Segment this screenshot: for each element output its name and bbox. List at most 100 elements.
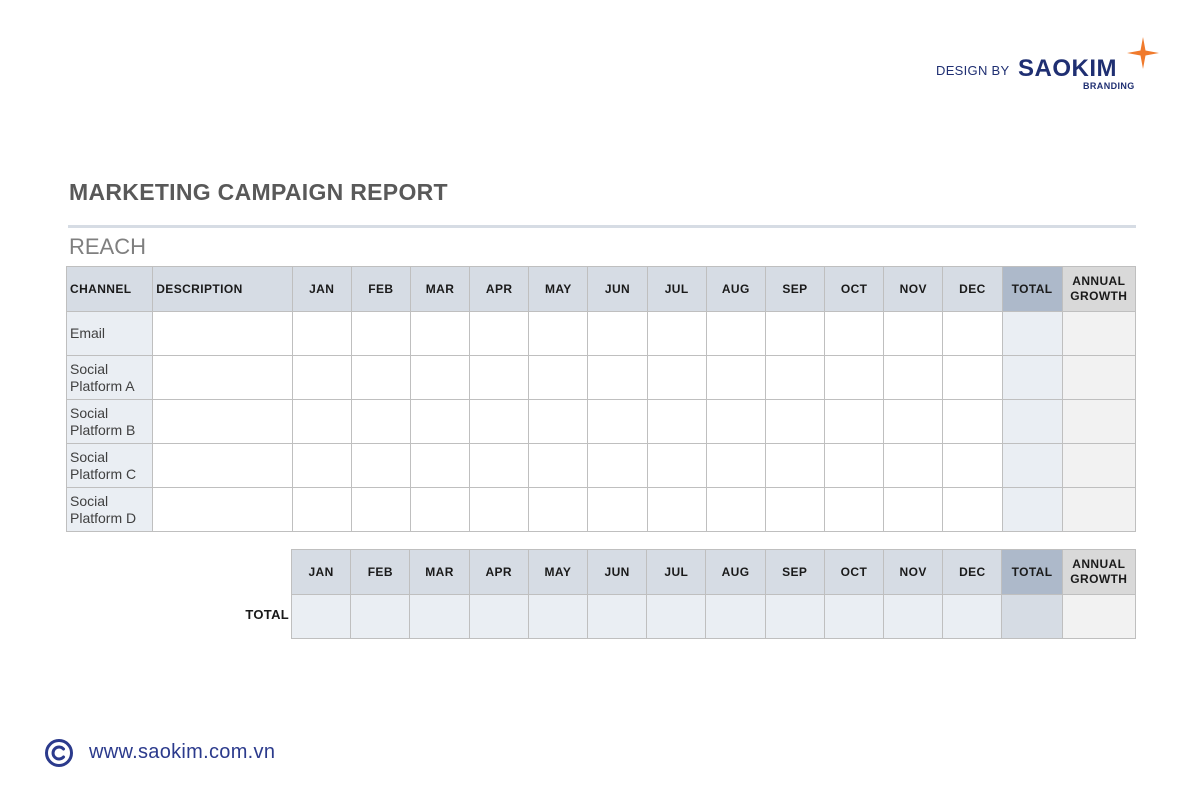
month-cell[interactable]: [764, 487, 826, 532]
month-cell[interactable]: [587, 355, 648, 400]
month-total-cell[interactable]: [764, 594, 825, 639]
month-total-cell[interactable]: [290, 594, 352, 639]
header-cell: OCT: [824, 266, 885, 312]
table-row: Social Platform A: [65, 355, 1137, 400]
month-total-cell[interactable]: [409, 594, 470, 639]
row-total-cell[interactable]: [1001, 399, 1063, 444]
annual-growth-cell[interactable]: [1061, 311, 1137, 356]
month-cell[interactable]: [409, 399, 471, 444]
month-cell[interactable]: [587, 487, 648, 532]
month-cell[interactable]: [942, 443, 1003, 488]
header-cell: TOTAL: [1001, 266, 1063, 312]
month-cell[interactable]: [409, 487, 471, 532]
website-link[interactable]: www.saokim.com.vn: [89, 741, 276, 763]
month-cell[interactable]: [350, 399, 411, 444]
month-cell[interactable]: [469, 355, 530, 400]
month-cell[interactable]: [409, 355, 471, 400]
month-total-cell[interactable]: [527, 594, 589, 639]
month-cell[interactable]: [291, 487, 352, 532]
month-cell[interactable]: [528, 311, 589, 356]
month-total-cell[interactable]: [823, 594, 885, 639]
month-cell[interactable]: [587, 311, 648, 356]
row-total-cell[interactable]: [1001, 355, 1063, 400]
description-cell[interactable]: [152, 311, 293, 356]
month-cell[interactable]: [646, 443, 707, 488]
description-cell[interactable]: [152, 443, 293, 488]
month-cell[interactable]: [764, 443, 826, 488]
month-cell[interactable]: [646, 355, 707, 400]
reach-header-row: CHANNEL DESCRIPTION JAN FEB MAR APR MAY …: [65, 266, 1137, 312]
month-cell[interactable]: [824, 399, 885, 444]
month-cell[interactable]: [705, 487, 766, 532]
month-cell[interactable]: [824, 311, 885, 356]
month-total-cell[interactable]: [646, 594, 707, 639]
month-cell[interactable]: [764, 311, 826, 356]
month-cell[interactable]: [705, 355, 766, 400]
month-cell[interactable]: [291, 443, 352, 488]
month-total-cell[interactable]: [942, 594, 1003, 639]
month-cell[interactable]: [883, 399, 944, 444]
month-cell[interactable]: [883, 443, 944, 488]
month-cell[interactable]: [587, 399, 648, 444]
month-cell[interactable]: [587, 443, 648, 488]
description-cell[interactable]: [152, 399, 293, 444]
month-cell[interactable]: [646, 487, 707, 532]
month-cell[interactable]: [824, 355, 885, 400]
annual-growth-cell[interactable]: [1061, 443, 1137, 488]
month-cell[interactable]: [824, 443, 885, 488]
header-cell: APR: [468, 549, 529, 595]
month-cell[interactable]: [883, 355, 944, 400]
month-total-cell[interactable]: [350, 594, 411, 639]
month-cell[interactable]: [350, 443, 411, 488]
month-cell[interactable]: [824, 487, 885, 532]
month-cell[interactable]: [291, 399, 352, 444]
brand-logo: DESIGN BY SAOKIM BRANDING: [936, 37, 1166, 94]
month-cell[interactable]: [646, 311, 707, 356]
page-title: MARKETING CAMPAIGN REPORT: [69, 179, 448, 205]
month-total-cell[interactable]: [883, 594, 944, 639]
annual-growth-cell[interactable]: [1061, 594, 1137, 639]
month-cell[interactable]: [350, 355, 411, 400]
month-total-cell[interactable]: [468, 594, 529, 639]
month-cell[interactable]: [764, 355, 826, 400]
month-cell[interactable]: [883, 487, 944, 532]
month-cell[interactable]: [942, 355, 1003, 400]
month-cell[interactable]: [528, 399, 589, 444]
table-row: Social Platform B: [65, 399, 1137, 444]
description-cell[interactable]: [152, 355, 293, 400]
annual-growth-cell[interactable]: [1061, 399, 1137, 444]
annual-growth-cell[interactable]: [1061, 487, 1137, 532]
month-cell[interactable]: [942, 399, 1003, 444]
month-cell[interactable]: [350, 311, 411, 356]
row-total-cell[interactable]: [1001, 311, 1063, 356]
month-cell[interactable]: [705, 443, 766, 488]
month-total-cell[interactable]: [587, 594, 648, 639]
month-cell[interactable]: [291, 311, 352, 356]
row-total-cell[interactable]: [1001, 487, 1063, 532]
description-cell[interactable]: [152, 487, 293, 532]
month-total-cell[interactable]: [705, 594, 766, 639]
month-cell[interactable]: [469, 399, 530, 444]
month-cell[interactable]: [469, 311, 530, 356]
month-cell[interactable]: [705, 311, 766, 356]
month-cell[interactable]: [528, 443, 589, 488]
month-cell[interactable]: [942, 487, 1003, 532]
table-row: Social Platform D: [65, 487, 1137, 532]
grand-total-cell[interactable]: [1001, 594, 1063, 639]
month-cell[interactable]: [528, 355, 589, 400]
month-cell[interactable]: [883, 311, 944, 356]
month-cell[interactable]: [469, 443, 530, 488]
month-cell[interactable]: [705, 399, 766, 444]
month-cell[interactable]: [291, 355, 352, 400]
month-cell[interactable]: [942, 311, 1003, 356]
month-cell[interactable]: [764, 399, 826, 444]
channel-cell: Social Platform B: [65, 399, 154, 444]
month-cell[interactable]: [409, 311, 471, 356]
row-total-cell[interactable]: [1001, 443, 1063, 488]
month-cell[interactable]: [469, 487, 530, 532]
month-cell[interactable]: [528, 487, 589, 532]
month-cell[interactable]: [646, 399, 707, 444]
annual-growth-cell[interactable]: [1061, 355, 1137, 400]
month-cell[interactable]: [350, 487, 411, 532]
month-cell[interactable]: [409, 443, 471, 488]
